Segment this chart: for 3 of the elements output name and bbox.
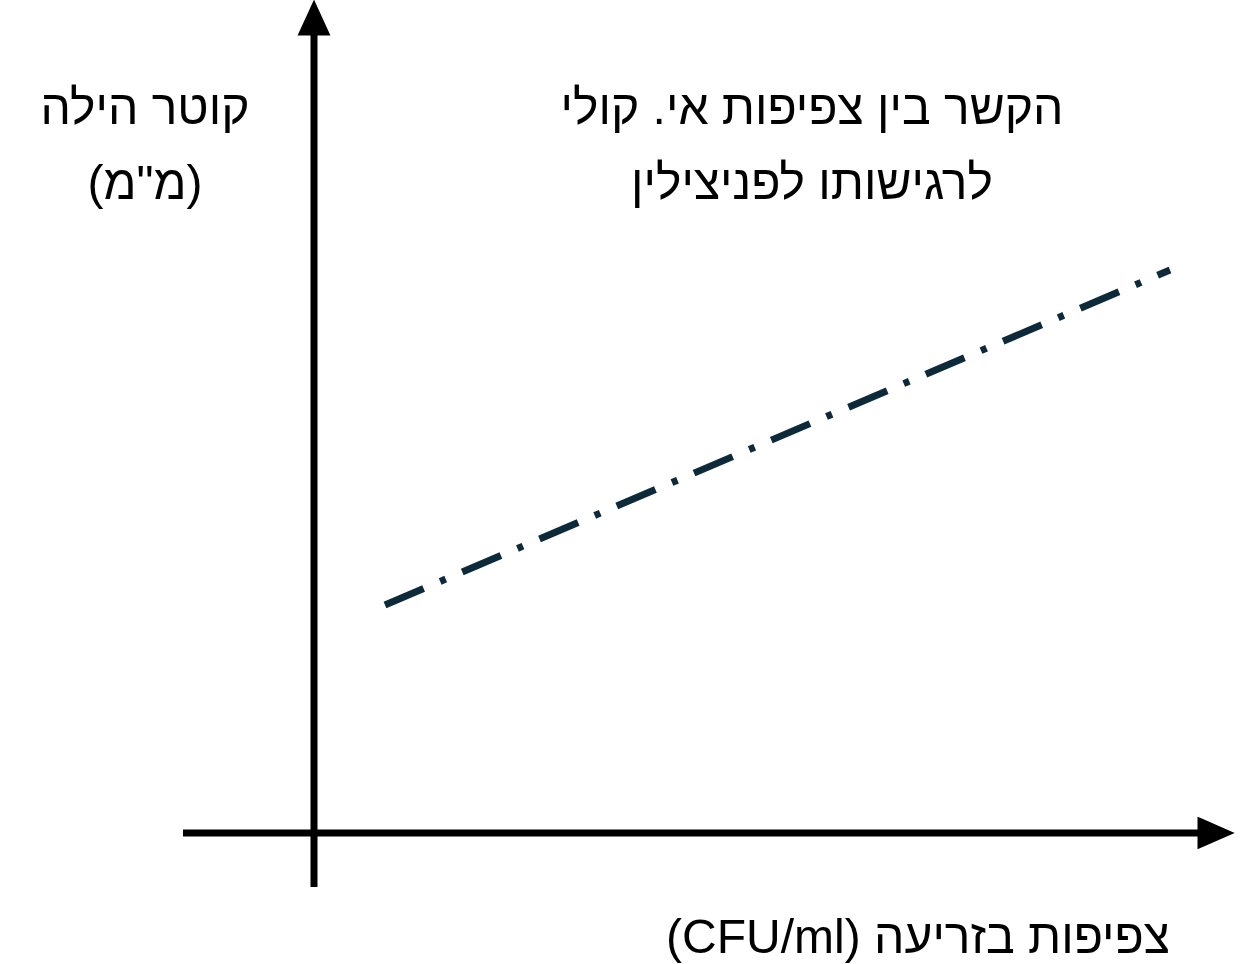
title: הקשר בין צפיפות אי. קולי לרגישותו לפניצילין xyxy=(560,81,1064,209)
ylabel: קוטר הילה (מ"מ) xyxy=(40,81,250,209)
xlabel: צפיפות בזריעה (CFU/ml) xyxy=(666,910,1170,963)
